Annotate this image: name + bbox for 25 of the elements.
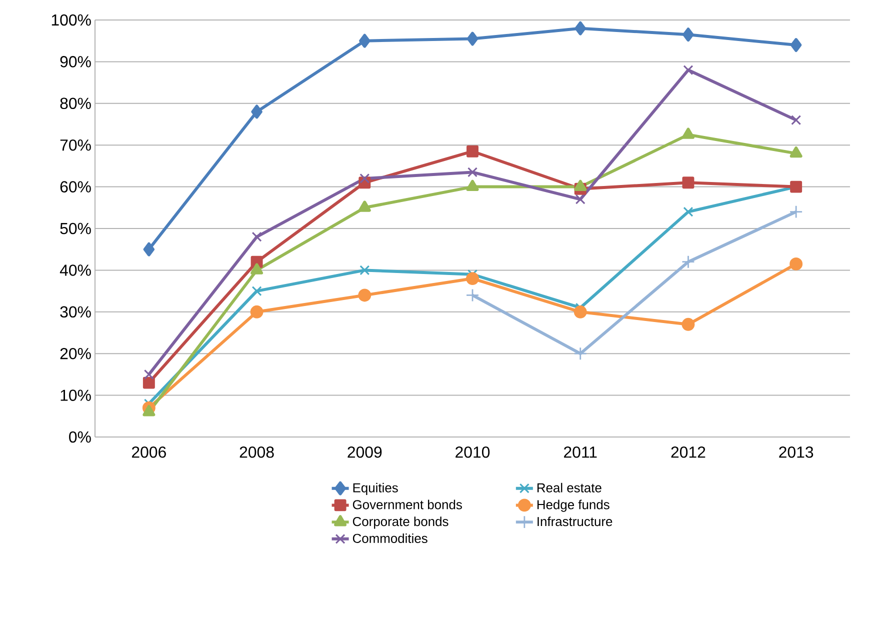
y-tick-label: 30% [60,306,91,318]
legend-label: Government bonds [352,500,462,510]
y-tick-label: 20% [60,348,91,360]
y-tick-label: 10% [60,390,91,401]
y-tick-label: 70% [60,139,91,151]
y-tick-label: 100% [52,14,91,26]
x-tick-label: 2010 [456,446,490,458]
y-tick-label: 0% [69,431,91,443]
legend-label: Hedge funds [537,500,610,512]
x-tick-label: 2013 [779,446,814,458]
y-tick-label: 80% [60,98,91,110]
legend-label: Infrastructure [538,516,612,526]
legend-label: Equities [353,482,398,495]
y-tick-label: 60% [60,181,91,192]
x-tick-label: 2006 [132,446,166,458]
legend-label: Commodities [352,533,428,543]
y-tick-label: 50% [60,222,91,234]
x-tick-label: 2008 [240,446,274,458]
x-tick-label: 2009 [348,446,382,458]
x-tick-label: 2012 [671,446,706,458]
y-tick-label: 40% [60,264,91,276]
y-tick-label: 90% [60,56,91,68]
x-tick-label: 2011 [564,446,597,458]
legend-label: Corporate bonds [352,516,448,529]
legend-label: Real estate [537,482,602,492]
